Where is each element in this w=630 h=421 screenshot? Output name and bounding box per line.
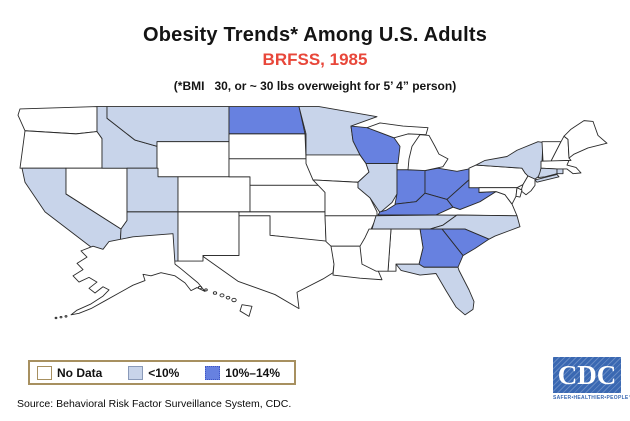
legend-item-10-14: 10%–14%: [205, 365, 280, 380]
cdc-logo: CDC SAFER•HEALTHIER•PEOPLE™: [553, 357, 630, 401]
state-co: [178, 177, 250, 212]
cdc-logo-text: CDC: [557, 359, 617, 390]
pct10-14-label: 10%–14%: [225, 365, 280, 380]
state-hi-island-2: [205, 289, 208, 291]
state-ia: [306, 155, 369, 182]
state-me: [564, 121, 607, 158]
state-de: [516, 188, 522, 197]
state-wy: [157, 142, 229, 177]
state-ak-aleutian-1: [55, 317, 57, 318]
pct10-14-swatch: [205, 365, 221, 380]
state-hi-island-4: [220, 294, 224, 297]
state-nj: [521, 176, 535, 195]
source-text: Source: Behavioral Risk Factor Surveilla…: [17, 398, 292, 410]
cdc-tagline: SAFER•HEALTHIER•PEOPLE™: [553, 395, 630, 401]
legend: No Data <10% 10%–14%: [28, 360, 296, 385]
state-hi-island-3: [213, 292, 216, 295]
lt10-swatch: [128, 365, 144, 380]
state-nd: [229, 107, 305, 134]
state-wa: [18, 107, 97, 134]
state-hi-island-1: [198, 286, 201, 288]
no-data-label: No Data: [57, 365, 103, 380]
state-tx: [203, 216, 334, 309]
lt10-label: <10%: [148, 365, 180, 380]
state-mi-upper: [367, 123, 428, 138]
state-ak: [71, 234, 205, 315]
state-nm: [178, 212, 239, 261]
us-map-svg: [15, 98, 615, 332]
state-fl: [396, 264, 474, 315]
state-ak-aleutian-3: [65, 316, 67, 318]
state-mi-lower: [408, 135, 448, 171]
state-ms: [360, 229, 391, 271]
no-data-swatch: [37, 365, 52, 380]
page-title: Obesity Trends* Among U.S. Adults: [142, 24, 488, 46]
state-ri: [557, 169, 563, 174]
bmi-note: (*BMI 30, or ~ 30 lbs overweight for 5’ …: [173, 79, 457, 93]
state-or: [20, 131, 102, 168]
state-pa: [469, 165, 528, 188]
state-hi-island-5: [226, 296, 230, 299]
legend-item-lt10: <10%: [128, 365, 180, 380]
state-ny-long-island: [535, 174, 559, 182]
state-hi-island-6: [232, 298, 236, 301]
state-sd: [229, 134, 306, 159]
us-map: [15, 98, 615, 332]
subtitle: BRFSS, 1985: [262, 50, 368, 69]
state-hi-big-island: [240, 305, 252, 317]
state-ks: [250, 185, 325, 212]
cdc-logo-box: CDC: [553, 357, 621, 393]
legend-item-no-data: No Data: [37, 365, 103, 380]
state-ak-aleutian-2: [60, 316, 62, 318]
